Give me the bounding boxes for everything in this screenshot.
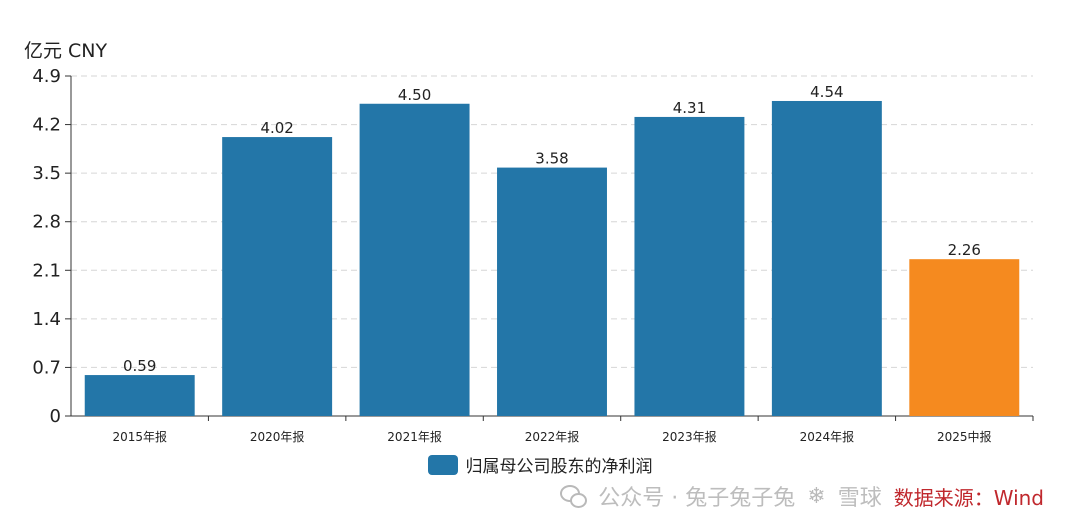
legend-label: 归属母公司股东的净利润 [465, 457, 653, 477]
data-label: 4.31 [673, 99, 706, 117]
legend-swatch [427, 454, 458, 475]
data-label: 2.26 [948, 241, 981, 259]
x-tick-label: 2021年报 [387, 429, 442, 444]
data-label: 3.58 [535, 150, 568, 168]
y-tick-label: 0 [50, 406, 61, 427]
watermark-text: 公众号 · 兔子兔子兔 [598, 486, 796, 511]
wechat-icon [560, 485, 588, 508]
y-tick-label: 4.2 [32, 115, 61, 136]
x-tick-label: 2024年报 [800, 429, 855, 444]
y-tick-label: 2.1 [32, 260, 61, 281]
bar-2023年报 [634, 116, 745, 416]
bar-2024年报 [771, 100, 882, 417]
x-tick-label: 2015年报 [112, 429, 167, 444]
data-label: 4.02 [260, 119, 293, 137]
y-tick-label: 4.9 [32, 66, 61, 87]
y-axis-unit-label: 亿元 CNY [24, 40, 108, 62]
bar-2015年报 [84, 375, 195, 416]
x-tick-label: 2020年报 [250, 429, 305, 444]
bar-2021年报 [359, 103, 470, 417]
data-label: 4.50 [398, 86, 431, 104]
y-tick-label: 2.8 [32, 212, 61, 233]
y-tick-label: 0.7 [32, 357, 61, 378]
y-tick-label: 3.5 [32, 163, 61, 184]
x-tick-label: 2023年报 [662, 429, 717, 444]
bar-2025中报 [909, 259, 1020, 416]
bar-2022年报 [497, 167, 607, 416]
snowball-icon: ❄ [807, 483, 826, 509]
footer-watermark: 公众号 · 兔子兔子兔 ❄ 雪球 数据来源：Wind [560, 480, 1044, 512]
bar-2020年报 [222, 137, 333, 416]
snowball-text: 雪球 [837, 486, 882, 511]
legend: 归属母公司股东的净利润 [0, 452, 1080, 477]
x-tick-label: 2022年报 [525, 429, 580, 444]
data-source: 数据来源：Wind [893, 485, 1044, 510]
data-label: 4.54 [810, 83, 843, 101]
y-tick-label: 1.4 [32, 309, 61, 330]
x-tick-label: 2025中报 [937, 429, 992, 444]
data-label: 0.59 [123, 357, 156, 375]
